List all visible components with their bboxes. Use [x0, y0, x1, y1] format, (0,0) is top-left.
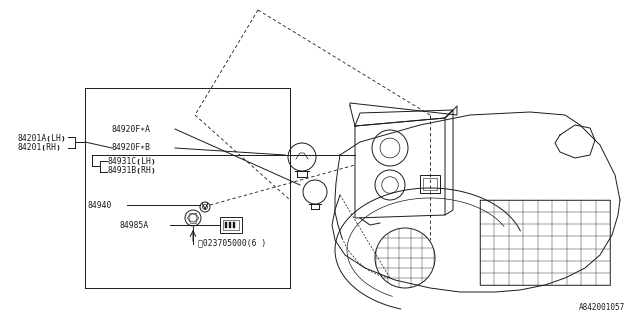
Bar — [223, 220, 239, 230]
Text: 84201A❪LH❫: 84201A❪LH❫ — [18, 133, 67, 142]
Text: 84201❪RH❫: 84201❪RH❫ — [18, 142, 62, 151]
Text: 84931C❪LH❫: 84931C❪LH❫ — [108, 156, 157, 165]
Bar — [229, 222, 231, 228]
Bar — [420, 175, 440, 193]
Text: A842001057: A842001057 — [579, 303, 625, 312]
Text: 84920F∗B: 84920F∗B — [112, 142, 151, 151]
Text: 84985A: 84985A — [120, 220, 149, 229]
Text: ⓝ023705000(6 ): ⓝ023705000(6 ) — [198, 238, 266, 247]
Text: 84931B❪RH❫: 84931B❪RH❫ — [108, 165, 157, 174]
Bar — [220, 217, 242, 233]
Bar — [233, 222, 235, 228]
Bar — [423, 178, 437, 190]
Text: 84940: 84940 — [88, 201, 113, 210]
Text: 84920F∗A: 84920F∗A — [112, 125, 151, 134]
Bar — [225, 222, 227, 228]
